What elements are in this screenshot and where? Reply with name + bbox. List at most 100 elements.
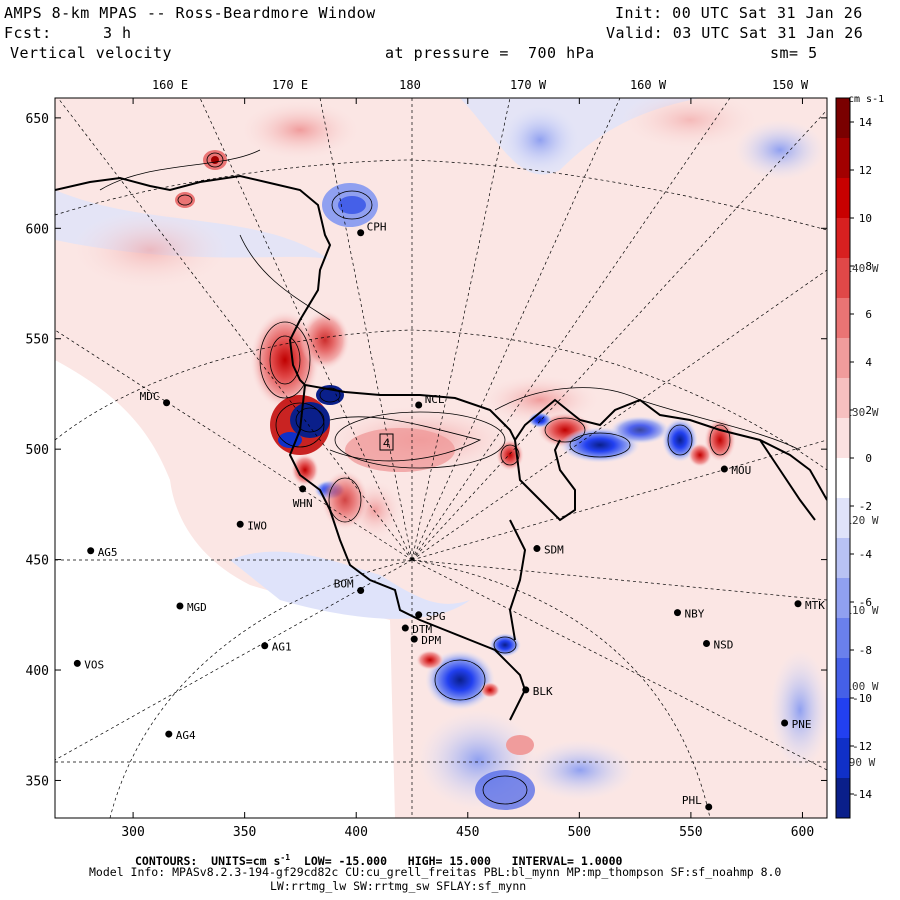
model-info-line2: LW:rrtmg_lw SW:rrtmg_sw SFLAY:sf_mynn [270, 879, 527, 893]
station-marker [236, 520, 244, 528]
colorbar-swatch [836, 618, 850, 659]
colorbar-tick-label: 6 [865, 308, 872, 321]
station-marker [705, 803, 713, 811]
no-data-region [55, 360, 395, 818]
station-marker [781, 719, 789, 727]
station-label: VOS [84, 658, 104, 671]
x-tick-label: 350 [233, 825, 256, 840]
axes: 650 600 550 500 450 400 350 300 350 400 450 500 550 6… [26, 78, 827, 840]
x-tick-label: 600 [791, 825, 814, 840]
x-tick-label: 500 [568, 825, 591, 840]
colorbar-tick-label: -8 [859, 644, 872, 657]
station-marker [794, 600, 802, 608]
graticule [55, 98, 827, 818]
longitude-label: 180 [399, 78, 421, 92]
longitude-label: 150 W [772, 78, 809, 92]
station-label: WHN [293, 497, 313, 510]
colorbar-swatch [836, 738, 850, 779]
colorbar-swatch [836, 418, 850, 459]
station-label: MDC [140, 390, 160, 403]
station-marker [522, 686, 530, 694]
shading-red-core [321, 470, 369, 530]
shading-red-blob [175, 192, 195, 208]
station-marker [261, 642, 269, 650]
shading-red-core [300, 310, 350, 370]
colorbar-tick-label: -14 [852, 788, 872, 801]
station-label: AG5 [98, 546, 118, 559]
colorbar-swatch [836, 778, 850, 819]
plot-frame [54, 97, 828, 819]
colorbar-tick-label: -2 [859, 500, 872, 513]
x-tick-label: 450 [456, 825, 479, 840]
colorbar-tick-label: -10 [852, 692, 872, 705]
y-tick-label: 500 [26, 443, 49, 458]
smoothing-value: sm= 5 [770, 44, 818, 62]
station-label: NSD [714, 639, 734, 652]
colorbar-swatch [836, 538, 850, 579]
side-longitude-label: 120 W [845, 514, 878, 527]
colorbar-swatch [836, 698, 850, 739]
colorbar-swatch [836, 178, 850, 219]
shading-red-core [496, 439, 524, 471]
shading-red-blob [240, 100, 360, 160]
longitude-label: 170 E [272, 78, 308, 92]
x-tick-label: 550 [679, 825, 702, 840]
shading-blue-core [610, 416, 670, 444]
shading-red-core [688, 443, 712, 467]
station-label: SDM [544, 544, 564, 557]
velocity-field [55, 98, 827, 818]
station-label: BOM [334, 578, 354, 591]
station-marker [410, 635, 418, 643]
shading-red-blob [620, 98, 760, 150]
model-info: Model Info: MPASv8.2.3-194-gf29cd82c CU:… [89, 865, 782, 879]
station-label: CPH [367, 221, 387, 234]
coastline [55, 174, 827, 721]
station-label: DTM [412, 623, 432, 636]
colorbar-unit: cm s-1 [848, 94, 884, 105]
shading-red-blob [70, 210, 230, 290]
forecast-hour: 3 h [103, 24, 132, 42]
init-time: Init: 00 UTC Sat 31 Jan 26 [615, 4, 863, 22]
contour-lines [99, 149, 801, 805]
shading-blue-blob [525, 740, 635, 800]
side-longitude-label: 90 W [849, 756, 876, 769]
station-marker [401, 624, 409, 632]
station-marker [703, 640, 711, 648]
shading-red-blob [345, 428, 455, 472]
shading-blue-blob [770, 650, 827, 770]
side-longitude-label: 110 W [845, 604, 878, 617]
station-label: NBY [685, 608, 705, 621]
shading-red-core [291, 454, 319, 486]
colorbar-tick-label: 4 [865, 356, 872, 369]
shading-blue-band [230, 551, 470, 619]
station-label: MTK [805, 599, 825, 612]
shading-red-blob [506, 735, 534, 755]
stations: MDC NCL CPH WHN IWO AG5 SDM MOU BOM MGD SPG NBY MTK D… [73, 221, 825, 811]
colorbar-swatch [836, 98, 850, 139]
region-box [379, 433, 394, 451]
station-marker [720, 465, 728, 473]
longitude-label: 160 E [152, 78, 188, 92]
station-marker [73, 659, 81, 667]
y-tick-label: 450 [26, 554, 49, 569]
station-label: MGD [187, 601, 207, 614]
station-label: PNE [792, 718, 812, 731]
station-marker [674, 609, 682, 617]
shading-red-core [416, 650, 444, 670]
colorbar-swatch [836, 218, 850, 259]
colorbar-swatch [836, 458, 850, 499]
station-label: DPM [421, 634, 441, 647]
side-longitude-label: 100 W [845, 680, 878, 693]
shading-blue-core [425, 650, 495, 710]
colorbar-swatch [836, 578, 850, 619]
colorbar: 14 12 10 8 6 4 2 0 -2 -4 -6 -8 -10 -12 -14 [835, 97, 873, 819]
y-tick-label: 350 [26, 774, 49, 789]
station-marker [165, 730, 173, 738]
station-marker [176, 602, 184, 610]
colorbar-tick-label: 14 [859, 116, 873, 129]
colorbar-tick-label: 2 [865, 404, 872, 417]
shading-blue-blob [735, 120, 825, 180]
region-box-label: 4 [383, 436, 390, 450]
longitude-label: 160 W [630, 78, 667, 92]
